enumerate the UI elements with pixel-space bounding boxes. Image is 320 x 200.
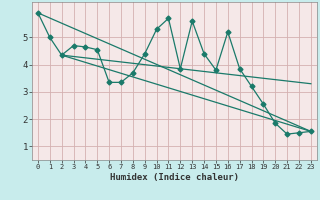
X-axis label: Humidex (Indice chaleur): Humidex (Indice chaleur) <box>110 173 239 182</box>
